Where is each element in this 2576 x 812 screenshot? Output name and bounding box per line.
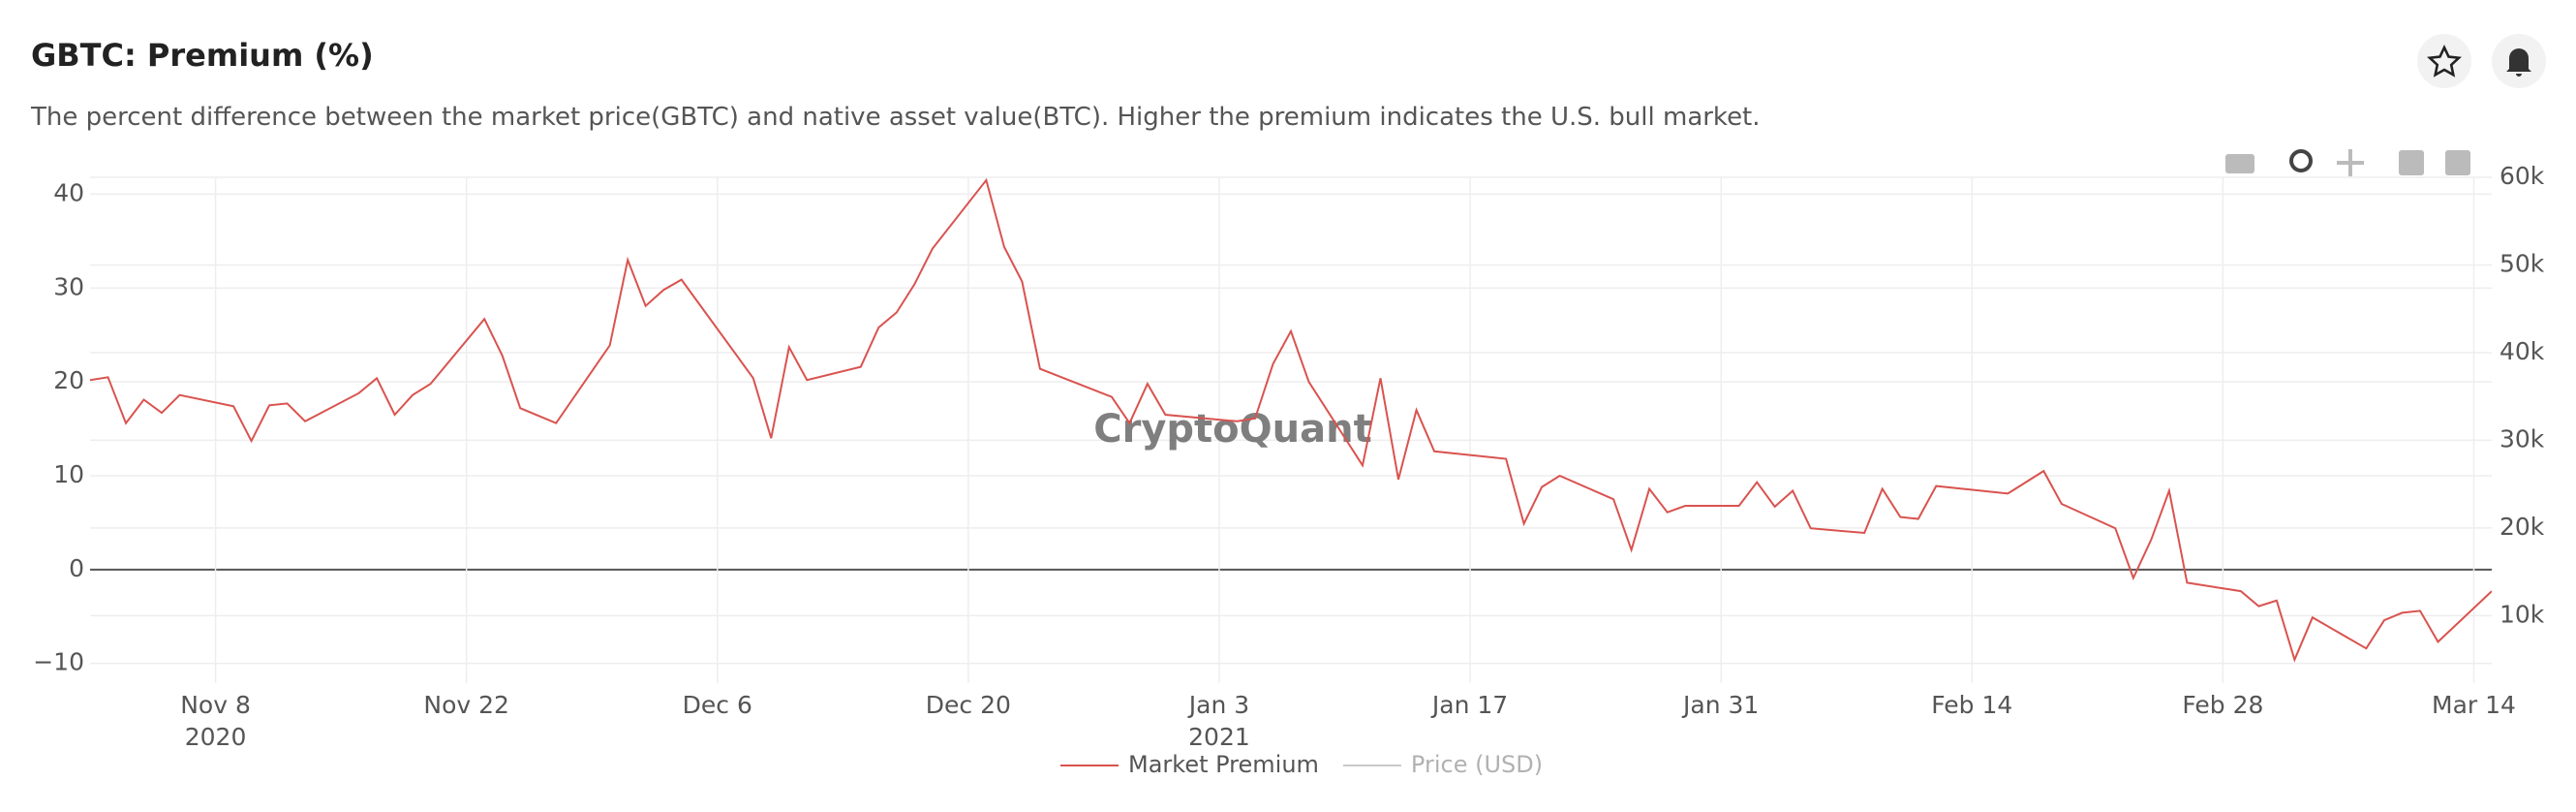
pan-icon[interactable]: [2337, 149, 2364, 176]
x-tick-label: Dec 20: [925, 691, 1011, 719]
x-tick-label: Dec 6: [682, 691, 752, 719]
y2-tick-label: 30k: [2499, 424, 2545, 453]
y2-tick-label: 50k: [2499, 249, 2545, 277]
x-tick-label: Feb 14: [1931, 691, 2013, 719]
y2-tick-label: 10k: [2499, 600, 2545, 628]
y-tick-label: 0: [69, 554, 84, 582]
zoom-icon[interactable]: [2289, 149, 2313, 172]
x-tick-label: Jan 17: [1431, 691, 1509, 719]
zoom-out-icon[interactable]: [2445, 150, 2470, 175]
subtitle: The percent difference between the marke…: [31, 103, 1761, 132]
x-tick-label: Nov 8 2020: [180, 691, 251, 751]
y2-tick-label: 40k: [2499, 337, 2545, 365]
x-tick-label: Jan 31: [1683, 691, 1760, 719]
title: GBTC: Premium (%): [31, 37, 374, 74]
legend-label: Market Premium: [1128, 751, 1319, 778]
x-tick-label: Feb 28: [2182, 691, 2264, 719]
toolbar: [2225, 149, 2470, 176]
y2-tick-label: 60k: [2499, 162, 2545, 190]
y-tick-label: 20: [53, 366, 84, 394]
watermark: CryptoQuant: [1093, 407, 1371, 452]
x-tick-label: Jan 3 2021: [1188, 691, 1250, 751]
legend-label: Price (USD): [1411, 751, 1543, 778]
y-tick-label: 10: [53, 460, 84, 488]
x-tick-label: Nov 22: [423, 691, 509, 719]
bell-button[interactable]: [2492, 34, 2546, 88]
y-tick-label: −10: [33, 648, 84, 676]
y-tick-label: 30: [53, 272, 84, 300]
star-button[interactable]: [2417, 34, 2471, 88]
zoom-in-icon[interactable]: [2399, 150, 2424, 175]
x-tick-label: Mar 14: [2432, 691, 2516, 719]
y2-tick-label: 20k: [2499, 513, 2545, 541]
line: [90, 177, 2492, 663]
camera-icon[interactable]: [2225, 154, 2254, 173]
y-tick-label: 40: [53, 178, 84, 206]
